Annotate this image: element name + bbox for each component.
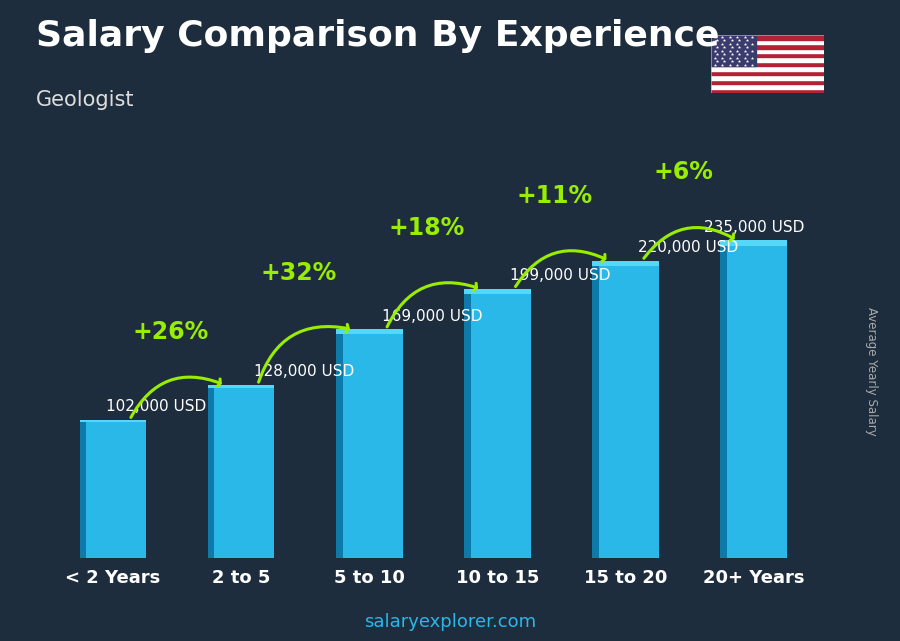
Text: Salary Comparison By Experience: Salary Comparison By Experience <box>36 19 719 53</box>
Bar <box>711 35 756 66</box>
Bar <box>208 385 214 558</box>
Bar <box>79 420 146 422</box>
Bar <box>79 420 86 558</box>
Text: salaryexplorer.com: salaryexplorer.com <box>364 613 536 631</box>
Text: +11%: +11% <box>517 184 593 208</box>
Bar <box>336 329 402 333</box>
Text: 102,000 USD: 102,000 USD <box>106 399 207 415</box>
Bar <box>208 385 274 558</box>
Text: 199,000 USD: 199,000 USD <box>510 269 611 283</box>
Text: +32%: +32% <box>261 261 337 285</box>
Bar <box>336 329 343 558</box>
Bar <box>711 75 824 79</box>
Bar <box>711 53 824 58</box>
Bar <box>711 88 824 93</box>
Bar <box>79 420 146 558</box>
Bar <box>720 240 787 558</box>
Bar <box>592 260 659 558</box>
Text: +6%: +6% <box>653 160 713 183</box>
Bar <box>592 260 659 266</box>
Bar <box>464 289 531 294</box>
Bar <box>592 260 598 558</box>
Text: 128,000 USD: 128,000 USD <box>254 364 354 379</box>
Text: +26%: +26% <box>132 320 209 344</box>
Bar <box>711 84 824 88</box>
Text: 169,000 USD: 169,000 USD <box>382 309 482 324</box>
Text: Average Yearly Salary: Average Yearly Salary <box>865 308 878 436</box>
Bar <box>464 289 471 558</box>
Bar <box>720 240 787 246</box>
Bar <box>711 35 824 40</box>
Bar <box>711 40 824 44</box>
Bar <box>711 44 824 49</box>
Bar <box>711 66 824 71</box>
Bar <box>711 79 824 84</box>
Bar <box>464 289 531 558</box>
Text: 220,000 USD: 220,000 USD <box>638 240 739 255</box>
Bar <box>336 329 402 558</box>
Bar <box>711 71 824 75</box>
Bar <box>208 385 274 388</box>
Text: 235,000 USD: 235,000 USD <box>704 220 804 235</box>
Bar <box>711 49 824 53</box>
Bar <box>720 240 727 558</box>
Text: +18%: +18% <box>389 216 465 240</box>
Text: Geologist: Geologist <box>36 90 134 110</box>
Bar <box>711 62 824 66</box>
Bar <box>711 58 824 62</box>
